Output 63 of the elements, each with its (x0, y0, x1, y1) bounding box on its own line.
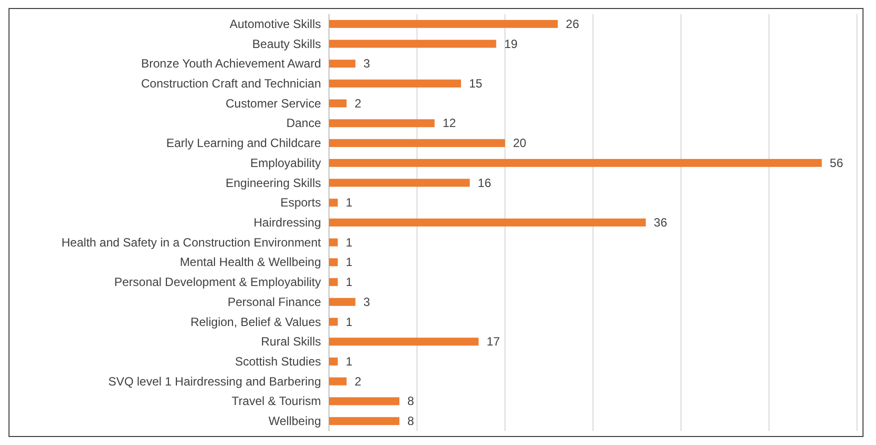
bar (329, 80, 461, 88)
data-label: 1 (346, 314, 353, 329)
bar (329, 238, 338, 246)
bar (329, 397, 400, 406)
y-tick-label: Dance (286, 116, 322, 130)
y-tick-label: Hairdressing (254, 216, 321, 230)
y-tick-label: Automotive Skills (230, 16, 321, 31)
y-tick-label: Health and Safety in a Construction Environment (62, 235, 322, 250)
data-label: 36 (654, 216, 668, 230)
data-label: 12 (442, 116, 456, 130)
data-label: 20 (513, 136, 527, 150)
bar (329, 278, 338, 286)
bar (329, 318, 338, 326)
data-label: 1 (346, 235, 353, 250)
bar (329, 119, 435, 128)
data-label: 16 (478, 176, 492, 190)
bar (329, 218, 646, 226)
data-label: 26 (566, 16, 580, 31)
data-label: 56 (830, 156, 844, 170)
bar (329, 99, 347, 108)
data-label: 2 (354, 96, 362, 110)
y-tick-label: Customer Service (226, 96, 322, 110)
y-tick-label: Wellbeing (268, 414, 321, 428)
bar (329, 158, 822, 167)
data-label: 17 (486, 334, 500, 349)
y-tick-label: Construction Craft and Technician (141, 76, 321, 90)
bar (329, 358, 338, 366)
y-tick-label: Bronze Youth Achievement Award (141, 56, 321, 71)
bar (329, 40, 496, 48)
data-label: 3 (363, 56, 370, 71)
data-label: 19 (504, 36, 518, 51)
data-label: 3 (363, 294, 370, 309)
data-label: 8 (407, 394, 414, 408)
y-tick-label: Employability (250, 156, 321, 170)
data-label: 1 (346, 255, 353, 270)
data-label: 1 (346, 354, 353, 368)
y-tick-label: Esports (280, 196, 321, 210)
bar (329, 198, 338, 207)
bar (329, 417, 400, 426)
y-tick-label: Engineering Skills (226, 176, 321, 190)
y-tick-label: Beauty Skills (252, 36, 321, 51)
data-label: 8 (407, 414, 414, 428)
y-tick-label: Personal Finance (228, 294, 322, 309)
y-tick-label: Personal Development & Employability (114, 275, 321, 290)
data-label: 1 (346, 275, 353, 290)
bar (329, 60, 356, 68)
y-tick-label: Early Learning and Childcare (166, 136, 322, 150)
bar (329, 377, 347, 386)
y-tick-label: Scottish Studies (234, 354, 321, 368)
bar (329, 20, 558, 28)
bar (329, 178, 470, 187)
y-tick-label: Religion, Belief & Values (190, 314, 321, 329)
data-label: 2 (354, 374, 362, 388)
bar (329, 258, 338, 266)
data-label: 15 (469, 76, 483, 90)
y-tick-label: Travel & Tourism (232, 394, 321, 408)
data-label: 1 (346, 196, 353, 210)
y-tick-label: Mental Health & Wellbeing (180, 255, 321, 270)
y-tick-label: SVQ level 1 Hairdressing and Barbering (108, 374, 321, 388)
bar (329, 298, 356, 306)
y-tick-label: Rural Skills (260, 334, 321, 349)
bar (329, 139, 505, 148)
bar (329, 338, 479, 346)
